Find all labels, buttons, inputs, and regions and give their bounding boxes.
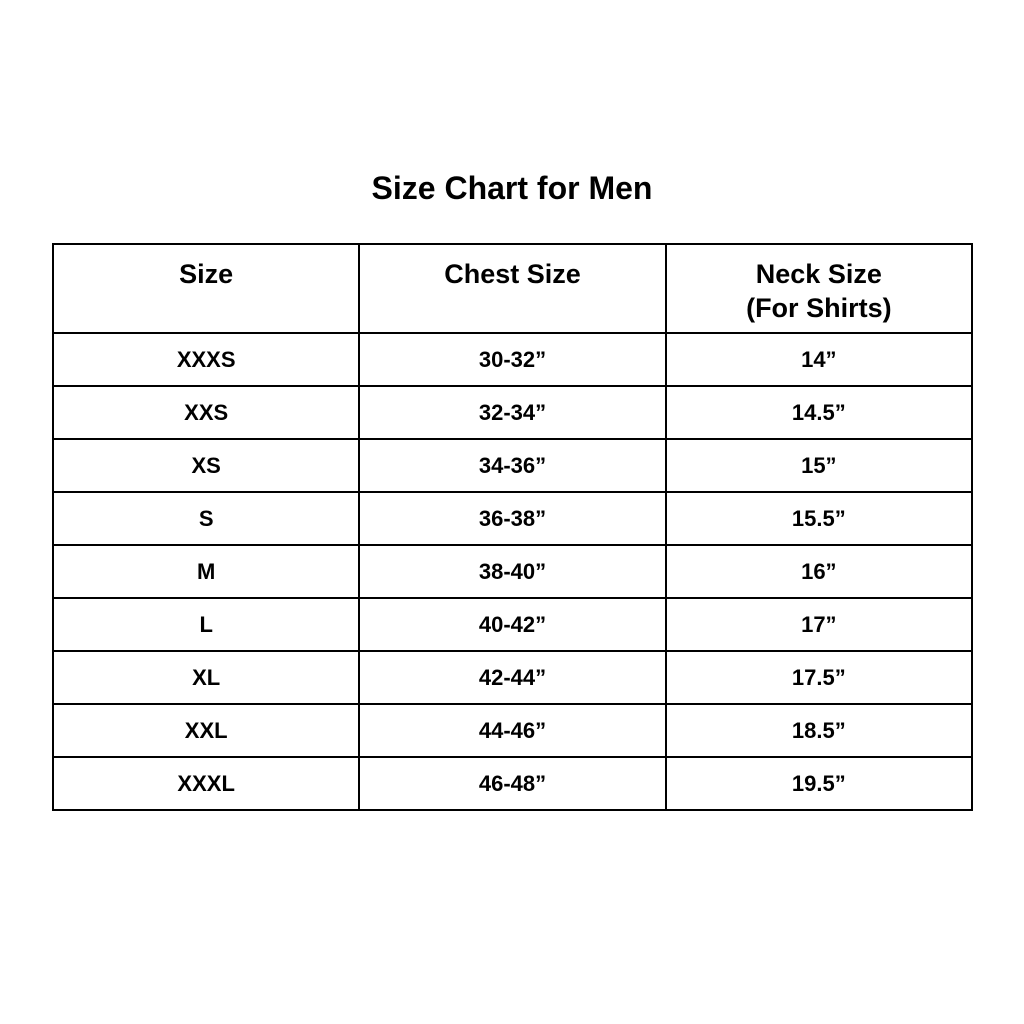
- size-cell: S: [51, 491, 361, 546]
- size-chart-table: Size Chest Size Neck Size (For Shirts) XX…: [51, 243, 974, 811]
- header-size: Size: [51, 243, 361, 334]
- table-row: XXXL 46-48” 19.5”: [51, 756, 974, 811]
- header-label: Neck Size: [755, 259, 882, 289]
- header-neck-size: Neck Size (For Shirts): [664, 243, 974, 334]
- header-label: Size: [179, 259, 234, 289]
- neck-size-cell: 17”: [664, 597, 974, 652]
- size-cell: XXL: [51, 703, 361, 758]
- chest-size-cell: 40-42”: [358, 597, 667, 652]
- table-row: XXS 32-34” 14.5”: [51, 385, 974, 440]
- chest-size-cell: 42-44”: [358, 650, 667, 705]
- neck-size-cell: 15.5”: [664, 491, 974, 546]
- header-sublabel: (For Shirts): [746, 293, 892, 323]
- size-cell: XXS: [51, 385, 361, 440]
- table-row: L 40-42” 17”: [51, 597, 974, 652]
- header-chest-size: Chest Size: [358, 243, 667, 334]
- chest-size-cell: 46-48”: [358, 756, 667, 811]
- chest-size-cell: 32-34”: [358, 385, 667, 440]
- table-row: M 38-40” 16”: [51, 544, 974, 599]
- chest-size-cell: 38-40”: [358, 544, 667, 599]
- size-cell: L: [51, 597, 361, 652]
- neck-size-cell: 17.5”: [664, 650, 974, 705]
- table-row: XS 34-36” 15”: [51, 438, 974, 493]
- neck-size-cell: 19.5”: [664, 756, 974, 811]
- size-cell: M: [51, 544, 361, 599]
- table-row: XXL 44-46” 18.5”: [51, 703, 974, 758]
- neck-size-cell: 15”: [664, 438, 974, 493]
- neck-size-cell: 14.5”: [664, 385, 974, 440]
- table-row: XL 42-44” 17.5”: [51, 650, 974, 705]
- neck-size-cell: 14”: [664, 332, 974, 387]
- chest-size-cell: 44-46”: [358, 703, 667, 758]
- size-cell: XL: [51, 650, 361, 705]
- size-cell: XXXL: [51, 756, 361, 811]
- neck-size-cell: 18.5”: [664, 703, 974, 758]
- header-label: Chest Size: [444, 259, 581, 289]
- table-row: XXXS 30-32” 14”: [51, 332, 974, 387]
- chest-size-cell: 36-38”: [358, 491, 667, 546]
- neck-size-cell: 16”: [664, 544, 974, 599]
- size-cell: XXXS: [51, 332, 361, 387]
- header-row: Size Chest Size Neck Size (For Shirts): [51, 243, 974, 334]
- chest-size-cell: 30-32”: [358, 332, 667, 387]
- table-row: S 36-38” 15.5”: [51, 491, 974, 546]
- chest-size-cell: 34-36”: [358, 438, 667, 493]
- page-title: Size Chart for Men: [371, 170, 653, 206]
- size-cell: XS: [51, 438, 361, 493]
